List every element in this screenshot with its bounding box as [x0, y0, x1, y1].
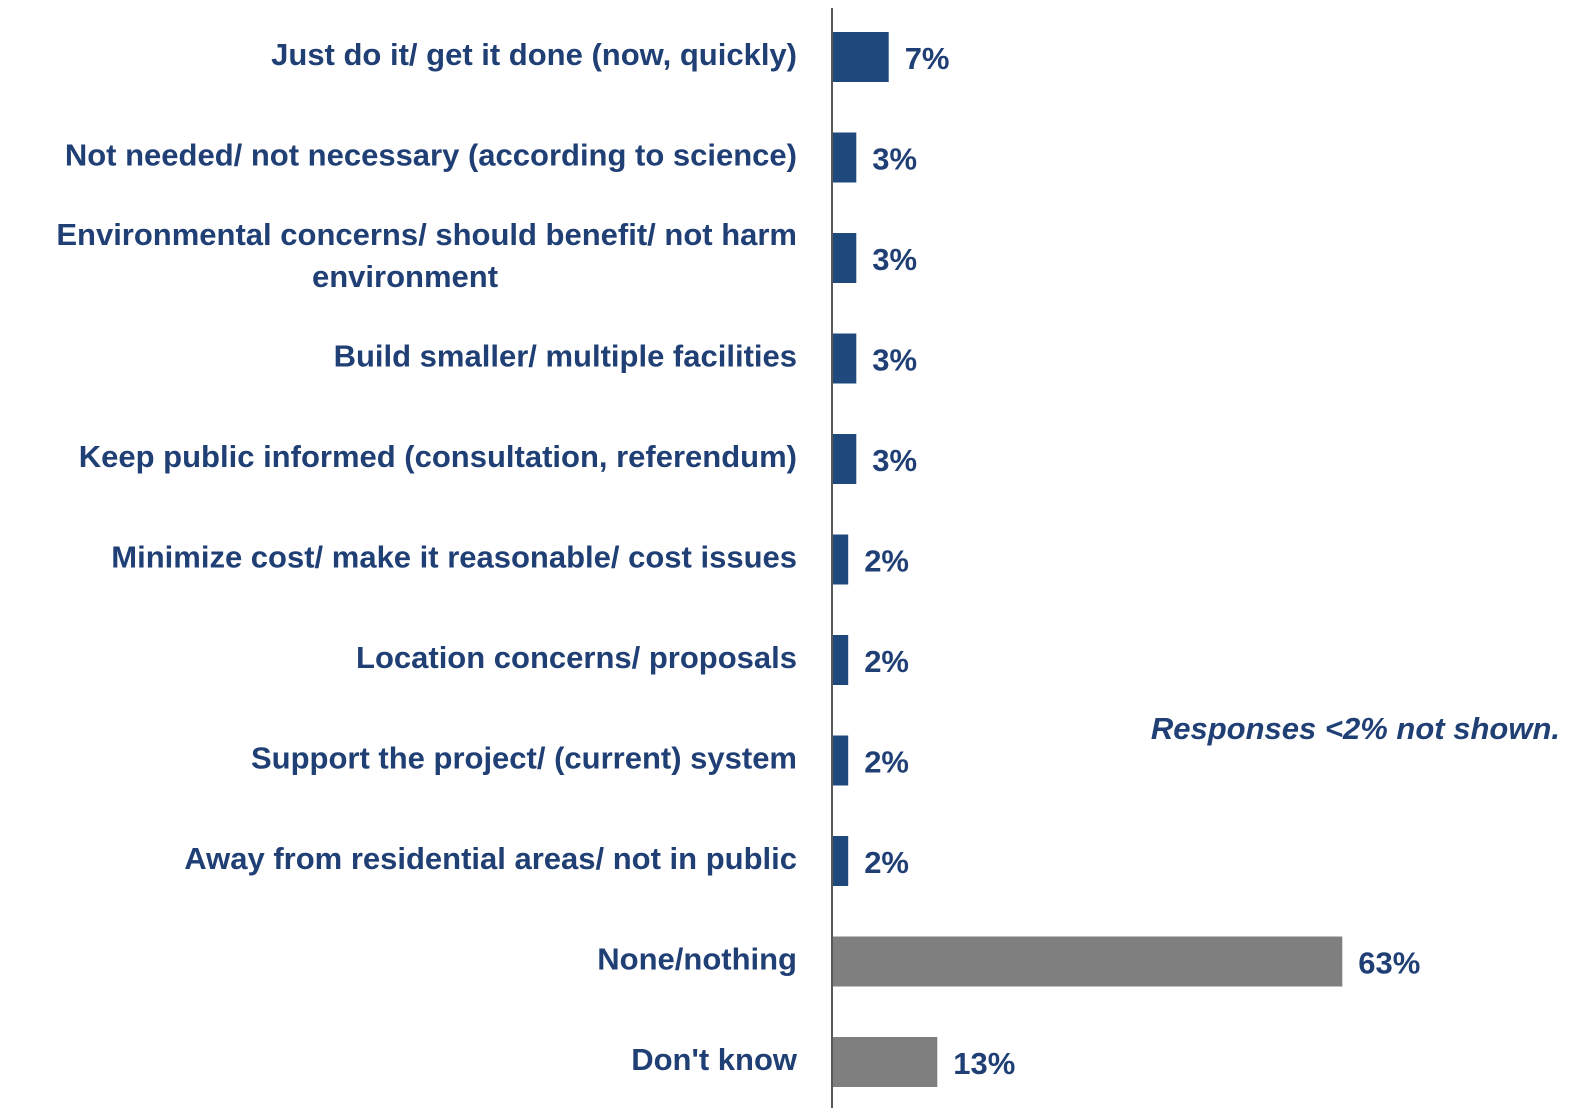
value-label-8: 2%	[864, 845, 909, 880]
category-label-4: Keep public informed (consultation, refe…	[79, 439, 797, 474]
chart-note: Responses <2% not shown.	[1151, 711, 1560, 746]
bar-1	[832, 132, 857, 183]
category-label-3: Build smaller/ multiple facilities	[334, 339, 797, 374]
value-label-4: 3%	[872, 443, 917, 478]
category-labels: Just do it/ get it done (now, quickly) No…	[56, 37, 798, 1077]
value-label-0: 7%	[905, 41, 950, 76]
category-label-1: Not needed/ not necessary (according to …	[65, 138, 797, 173]
value-label-5: 2%	[864, 544, 909, 579]
bar-5	[832, 534, 849, 585]
category-label-6: Location concerns/ proposals	[356, 640, 797, 675]
value-label-6: 2%	[864, 644, 909, 679]
bar-4	[832, 434, 857, 484]
value-label-3: 3%	[872, 343, 917, 378]
value-labels: 7% 3% 3% 3% 3% 2% 2% 2% 2% 63% 13%	[864, 41, 1420, 1081]
value-label-7: 2%	[864, 745, 909, 780]
bar-0	[832, 32, 889, 82]
category-label-10: Don't know	[631, 1042, 798, 1077]
category-label-2-line-1: environment	[312, 259, 498, 294]
bars-layer	[832, 32, 1343, 1087]
bar-3	[832, 333, 857, 384]
category-label-9: None/nothing	[597, 942, 797, 977]
category-label-7: Support the project/ (current) system	[251, 741, 797, 776]
value-label-9: 63%	[1358, 946, 1420, 981]
value-label-1: 3%	[872, 142, 917, 177]
value-label-10: 13%	[953, 1046, 1015, 1081]
value-label-2: 3%	[872, 242, 917, 277]
category-label-5: Minimize cost/ make it reasonable/ cost …	[111, 540, 797, 575]
bar-10	[832, 1037, 938, 1087]
category-label-8: Away from residential areas/ not in publ…	[184, 841, 797, 876]
category-label-2-line-0: Environmental concerns/ should benefit/ …	[56, 217, 797, 252]
category-label-0: Just do it/ get it done (now, quickly)	[271, 37, 797, 72]
bar-2	[832, 233, 857, 283]
bar-6	[832, 635, 849, 685]
bar-9	[832, 936, 1343, 987]
bar-7	[832, 735, 849, 786]
bar-8	[832, 836, 849, 886]
